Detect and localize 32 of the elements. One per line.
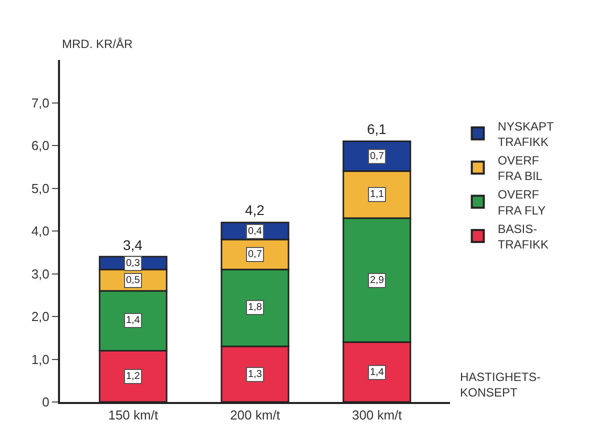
data-label: 1,4 [126,315,140,326]
y-tick-label: 7,0 [31,95,50,110]
total-label: 4,2 [245,202,265,218]
data-label: 1,1 [370,189,384,200]
x-tick-label: 200 km/t [230,408,280,423]
data-label: 0,3 [126,258,140,269]
y-axis-title: MRD. KR/ÅR [62,37,134,51]
y-tick-label: 4,0 [31,224,50,239]
data-label: 1,2 [126,371,140,382]
x-tick-label: 150 km/t [108,408,158,423]
y-tick-label: 2,0 [31,309,50,324]
total-label: 3,4 [123,237,143,253]
data-label: 0,5 [126,275,140,286]
data-label: 0,7 [370,151,384,162]
data-label: 0,7 [248,249,262,260]
y-tick-label: 3,0 [31,266,50,282]
total-label: 6,1 [367,121,387,137]
x-axis-title: HASTIGHETS- KONSEPT [460,370,541,400]
y-tick-label: 1,0 [31,352,50,367]
data-label: 1,8 [248,302,262,313]
y-tick-label: 5,0 [31,180,50,196]
legend-label: BASIS- TRAFIKK [498,222,548,252]
data-label: 1,4 [370,367,384,378]
data-label: 2,9 [370,275,384,286]
data-label: 0,4 [248,226,262,237]
y-tick-label: 6,0 [31,138,50,154]
legend-label: OVERF FRA FLY [498,188,546,218]
y-tick-label: 0 [42,394,50,410]
x-tick-label: 300 km/t [352,408,402,423]
legend-label: NYSKAPT TRAFIKK [498,119,554,149]
data-label: 1,3 [248,369,262,380]
legend-label: OVERF FRA BIL [498,153,543,184]
